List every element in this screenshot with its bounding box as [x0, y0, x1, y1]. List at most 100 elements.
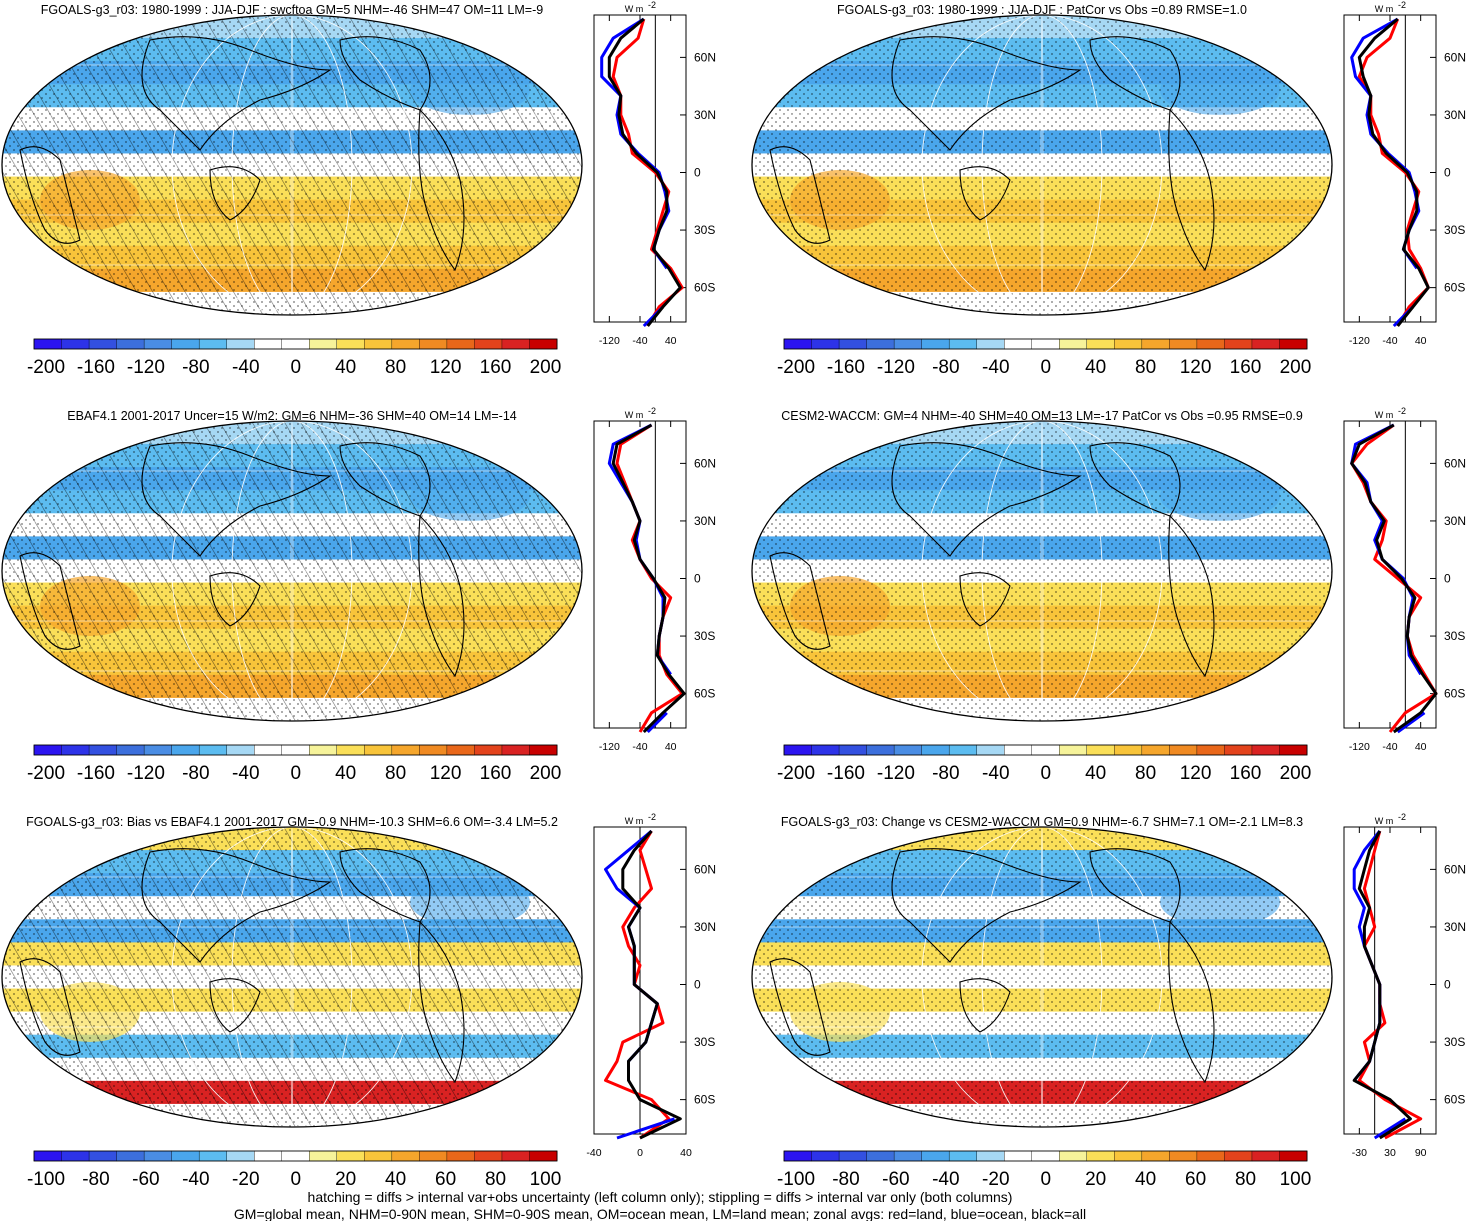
colorbar-tick-label: 40	[1085, 357, 1106, 378]
colorbar-tick-label: 40	[1085, 763, 1106, 784]
colorbar-tick-label: 200	[530, 357, 562, 378]
colorbar-tick-label: 0	[1040, 1169, 1051, 1190]
colorbar-box	[88, 338, 118, 350]
colorbar-box	[1059, 744, 1088, 756]
coastline	[141, 36, 332, 151]
coastline	[891, 848, 1082, 963]
colorbar-box	[309, 338, 338, 350]
colorbar-box	[281, 338, 310, 350]
x-tick-label: 40	[1415, 335, 1427, 347]
colorbar-tick-label: -200	[27, 763, 65, 784]
lat-tick-label: 0	[694, 166, 701, 180]
x-tick-label: 40	[665, 741, 677, 753]
graticule-meridian	[921, 421, 1163, 721]
lat-tick-label: 60S	[1444, 1093, 1465, 1107]
colorbar-box	[1031, 1150, 1060, 1162]
zonal-mean-plot: 60N 30N 0 30S 60S -120 -40 40 W m -2	[1343, 0, 1466, 347]
colorbar-box	[948, 1150, 978, 1162]
unit-label: W m	[625, 4, 644, 14]
colorbar-box	[391, 338, 420, 350]
colorbar-box	[88, 744, 118, 756]
colorbar-tick-label: 0	[1040, 763, 1051, 784]
colorbar-box	[838, 338, 868, 350]
colorbar-box	[33, 338, 63, 350]
lat-tick-label: 0	[1444, 166, 1451, 180]
lat-tick-label: 60N	[1444, 456, 1466, 470]
colorbar-box	[529, 744, 558, 756]
colorbar-tick-label: -40	[982, 763, 1009, 784]
colorbar-box	[116, 338, 145, 350]
colorbar-box	[1169, 744, 1198, 756]
colorbar-box	[1224, 744, 1253, 756]
coastline	[209, 166, 261, 221]
coastline	[1168, 920, 1215, 1084]
coastline	[891, 442, 1082, 557]
coastline	[891, 36, 1082, 151]
x-tick-label: 40	[680, 1147, 692, 1159]
zonal-mean-plot: 60N 30N 0 30S 60S -120 -40 40 W m -2	[593, 0, 716, 347]
colorbar-box	[1114, 744, 1143, 756]
map-border	[1, 420, 583, 722]
colorbar-tick-label: 80	[1135, 357, 1156, 378]
x-tick-label: -30	[1352, 1147, 1367, 1159]
colorbar-tick-label: 100	[530, 1169, 562, 1190]
colorbar-box	[446, 338, 475, 350]
map-border	[751, 14, 1333, 316]
colorbar-box	[1114, 1150, 1143, 1162]
zonal-series-red	[615, 423, 684, 733]
colorbar-box	[254, 1150, 283, 1162]
colorbar-tick-label: -200	[777, 357, 815, 378]
coastline	[769, 552, 831, 650]
graticule-meridian	[231, 15, 353, 315]
x-tick-label: 40	[1415, 741, 1427, 753]
zonal-mean-plot: 60N 30N 0 30S 60S -120 -40 40 W m -2	[1343, 406, 1466, 753]
colorbar-frame	[783, 338, 1308, 350]
unit-label: W m	[1375, 410, 1394, 420]
colorbar-box	[171, 744, 200, 756]
coastline	[209, 572, 261, 627]
colorbar-tick-label: -40	[982, 357, 1009, 378]
colorbar-tick-label: 0	[290, 357, 301, 378]
colorbar-box	[948, 338, 978, 350]
map-border	[751, 826, 1333, 1128]
colorbar-tick-label: -160	[827, 763, 865, 784]
x-tick-label: -40	[586, 1147, 601, 1159]
graticule-meridian	[171, 15, 413, 315]
colorbar-tick-label: -200	[777, 763, 815, 784]
zonal-mean-plot: 60N 30N 0 30S 60S -120 -40 40 W m -2	[593, 406, 716, 753]
colorbar-tick-label: 60	[435, 1169, 456, 1190]
colorbar-box	[364, 744, 393, 756]
x-tick-label: -120	[1349, 741, 1370, 753]
colorbar-tick-label: -60	[882, 1169, 909, 1190]
colorbar-box	[143, 744, 173, 756]
colorbar-box	[1279, 744, 1308, 756]
graticule-meridian	[921, 15, 1163, 315]
colorbar-box	[783, 1150, 813, 1162]
colorbar-box	[893, 338, 923, 350]
graticule-meridian	[1040, 421, 1044, 721]
colorbar-tick-label: 200	[1280, 357, 1312, 378]
colorbar-frame	[33, 744, 558, 756]
panel-5: FGOALS-g3_r03: Bias vs EBAF4.1 2001-2017…	[1, 812, 716, 1190]
graticule-meridian	[171, 421, 413, 721]
colorbar-box	[1114, 338, 1143, 350]
graticule-meridian	[231, 421, 353, 721]
colorbar-box	[811, 338, 840, 350]
colorbar-box	[116, 744, 145, 756]
colorbar-box	[1141, 338, 1170, 350]
colorbar-tick-label: -100	[777, 1169, 815, 1190]
lat-tick-label: 30S	[1444, 223, 1465, 237]
colorbar-tick-label: 200	[530, 763, 562, 784]
colorbar-box	[364, 338, 393, 350]
coastline	[1089, 36, 1181, 111]
coastline	[769, 958, 831, 1056]
footnote-line-1: hatching = diffs > internal var+obs unce…	[308, 1189, 1013, 1205]
colorbar-box	[474, 1150, 503, 1162]
zonal-series-black	[1352, 830, 1412, 1140]
colorbar-box	[1031, 338, 1060, 350]
colorbar-tick-label: -80	[82, 1169, 109, 1190]
lat-tick-label: 0	[1444, 978, 1451, 992]
colorbar-tick-label: -200	[27, 357, 65, 378]
coastline	[769, 146, 831, 244]
colorbar-box	[474, 744, 503, 756]
